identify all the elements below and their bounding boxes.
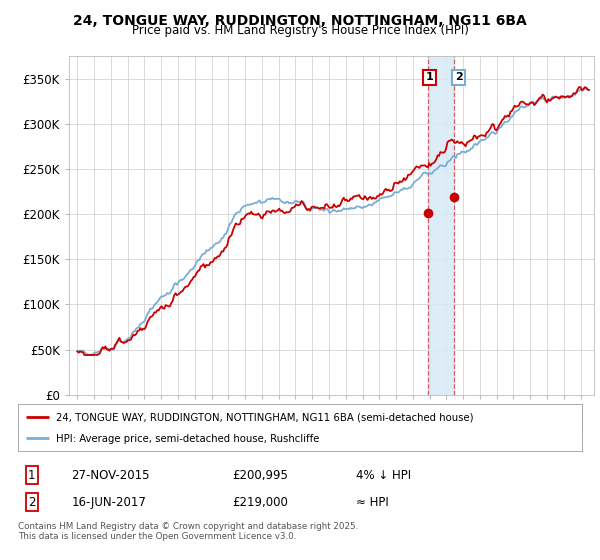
Text: Price paid vs. HM Land Registry's House Price Index (HPI): Price paid vs. HM Land Registry's House … [131,24,469,37]
Text: 2: 2 [28,496,35,508]
Text: £219,000: £219,000 [232,496,288,508]
Text: 27-NOV-2015: 27-NOV-2015 [71,469,150,482]
Text: 1: 1 [425,72,433,82]
Text: 1: 1 [28,469,35,482]
Text: HPI: Average price, semi-detached house, Rushcliffe: HPI: Average price, semi-detached house,… [56,433,320,444]
Text: 2: 2 [455,72,463,82]
Text: £200,995: £200,995 [232,469,288,482]
Bar [428,56,454,395]
Text: 24, TONGUE WAY, RUDDINGTON, NOTTINGHAM, NG11 6BA (semi-detached house): 24, TONGUE WAY, RUDDINGTON, NOTTINGHAM, … [56,412,474,422]
Text: 24, TONGUE WAY, RUDDINGTON, NOTTINGHAM, NG11 6BA: 24, TONGUE WAY, RUDDINGTON, NOTTINGHAM, … [73,14,527,28]
Text: Contains HM Land Registry data © Crown copyright and database right 2025.
This d: Contains HM Land Registry data © Crown c… [18,522,358,542]
Text: ≈ HPI: ≈ HPI [356,496,389,508]
Text: 16-JUN-2017: 16-JUN-2017 [71,496,146,508]
Text: 4% ↓ HPI: 4% ↓ HPI [356,469,412,482]
